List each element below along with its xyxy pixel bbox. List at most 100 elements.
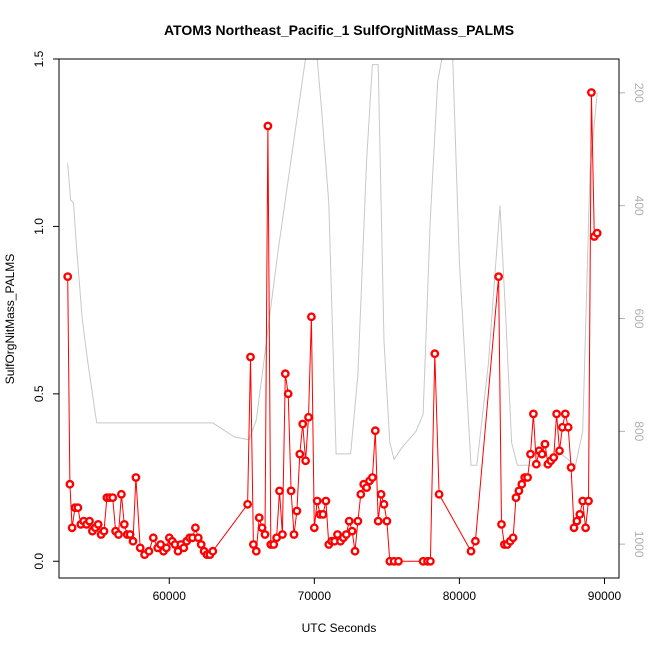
data-point-50 (246, 352, 255, 362)
data-point-115 (514, 486, 524, 496)
data-point-132 (563, 422, 573, 432)
data-point-100 (394, 556, 403, 566)
x-axis-label: UTC Seconds (302, 621, 377, 635)
axes-layer: 60000 70000 80000 90000 0.0 0.5 1.0 1.5 200 400 60… (32, 50, 646, 603)
data-point-103 (425, 556, 435, 566)
data-point-121 (531, 459, 541, 469)
y2-tick-label-0: 200 (632, 83, 646, 103)
data-point-96 (379, 499, 389, 509)
data-point-11 (93, 520, 103, 529)
data-point-92 (367, 473, 377, 482)
data-point-71 (306, 312, 316, 322)
data-point-133 (566, 463, 576, 472)
data-point-32 (161, 543, 171, 553)
data-point-67 (295, 449, 305, 459)
y2-tick-label-2: 600 (632, 308, 646, 328)
data-point-86 (350, 546, 360, 556)
data-point-97 (382, 516, 392, 526)
data-point-128 (552, 409, 561, 419)
data-point-127 (549, 453, 559, 462)
data-point-24 (131, 473, 141, 482)
data-point-116 (517, 479, 527, 489)
data-point-109 (497, 520, 506, 529)
data-point-22 (125, 530, 135, 539)
data-point-120 (529, 409, 538, 419)
data-point-25 (135, 543, 145, 553)
secondary-series-line (67, 59, 598, 467)
data-point-107 (470, 536, 480, 546)
data-point-64 (286, 486, 296, 496)
data-point-90 (362, 483, 371, 492)
data-point-51 (248, 540, 258, 549)
data-point-19 (117, 489, 126, 499)
data-point-20 (119, 520, 129, 529)
data-point-70 (304, 412, 313, 422)
data-point-88 (356, 489, 366, 499)
x-tick-label-0: 60000 (153, 589, 187, 603)
data-point-61 (277, 530, 287, 539)
data-point-28 (148, 533, 158, 543)
y2-tick-label-3: 800 (632, 421, 646, 441)
data-point-104 (430, 349, 440, 359)
data-point-139 (584, 496, 593, 506)
data-point-56 (263, 121, 273, 131)
data-point-60 (275, 486, 284, 496)
data-point-108 (494, 272, 503, 281)
y-tick-label-2: 1.0 (32, 218, 46, 235)
data-point-72 (309, 523, 319, 533)
data-point-94 (373, 516, 383, 526)
data-point-69 (301, 456, 310, 466)
data-point-52 (251, 546, 261, 556)
x-tick-label-2: 80000 (443, 589, 477, 603)
data-point-43 (193, 533, 203, 543)
data-point-44 (196, 540, 206, 549)
data-point-42 (190, 523, 200, 533)
data-point-65 (289, 530, 299, 539)
data-point-73 (312, 496, 322, 506)
data-point-124 (540, 439, 550, 449)
data-point-138 (581, 523, 590, 533)
data-point-13 (99, 526, 109, 536)
data-point-63 (283, 389, 293, 399)
data-point-66 (292, 506, 302, 516)
data-point-4 (73, 503, 83, 513)
data-point-87 (353, 516, 363, 526)
data-point-113 (508, 533, 518, 543)
y-tick-label-3: 1.5 (32, 50, 46, 67)
y-tick-label-1: 0.5 (32, 385, 46, 402)
data-point-18 (114, 530, 123, 539)
data-point-106 (466, 546, 476, 556)
data-point-27 (144, 546, 154, 556)
chart-title: ATOM3 Northeast_Pacific_1 SulfOrgNitMass… (164, 22, 514, 38)
data-point-54 (257, 523, 267, 533)
data-point-1 (65, 479, 75, 489)
data-point-134 (569, 523, 579, 533)
data-point-123 (537, 449, 547, 459)
data-point-8 (85, 516, 94, 526)
data-point-93 (370, 426, 380, 436)
data-point-76 (321, 496, 331, 506)
secondary-series-layer (67, 59, 598, 467)
y2-tick-label-4: 1000 (632, 531, 646, 558)
data-point-85 (347, 526, 357, 536)
x-tick-label-3: 90000 (588, 589, 622, 603)
data-point-118 (523, 473, 532, 482)
data-point-23 (128, 536, 138, 546)
primary-series-layer (63, 88, 602, 566)
data-point-131 (560, 409, 570, 419)
data-point-140 (587, 88, 596, 97)
data-point-49 (243, 499, 253, 509)
data-point-0 (63, 272, 73, 281)
data-point-55 (260, 530, 270, 539)
data-point-95 (376, 489, 386, 499)
data-point-142 (592, 228, 602, 238)
data-point-135 (572, 516, 582, 526)
data-point-105 (434, 489, 444, 499)
data-point-68 (298, 419, 308, 429)
data-point-38 (179, 543, 189, 553)
data-point-58 (269, 540, 279, 549)
y-axis-label: SulfOrgNitMass_PALMS (3, 254, 17, 384)
data-point-84 (344, 516, 354, 526)
